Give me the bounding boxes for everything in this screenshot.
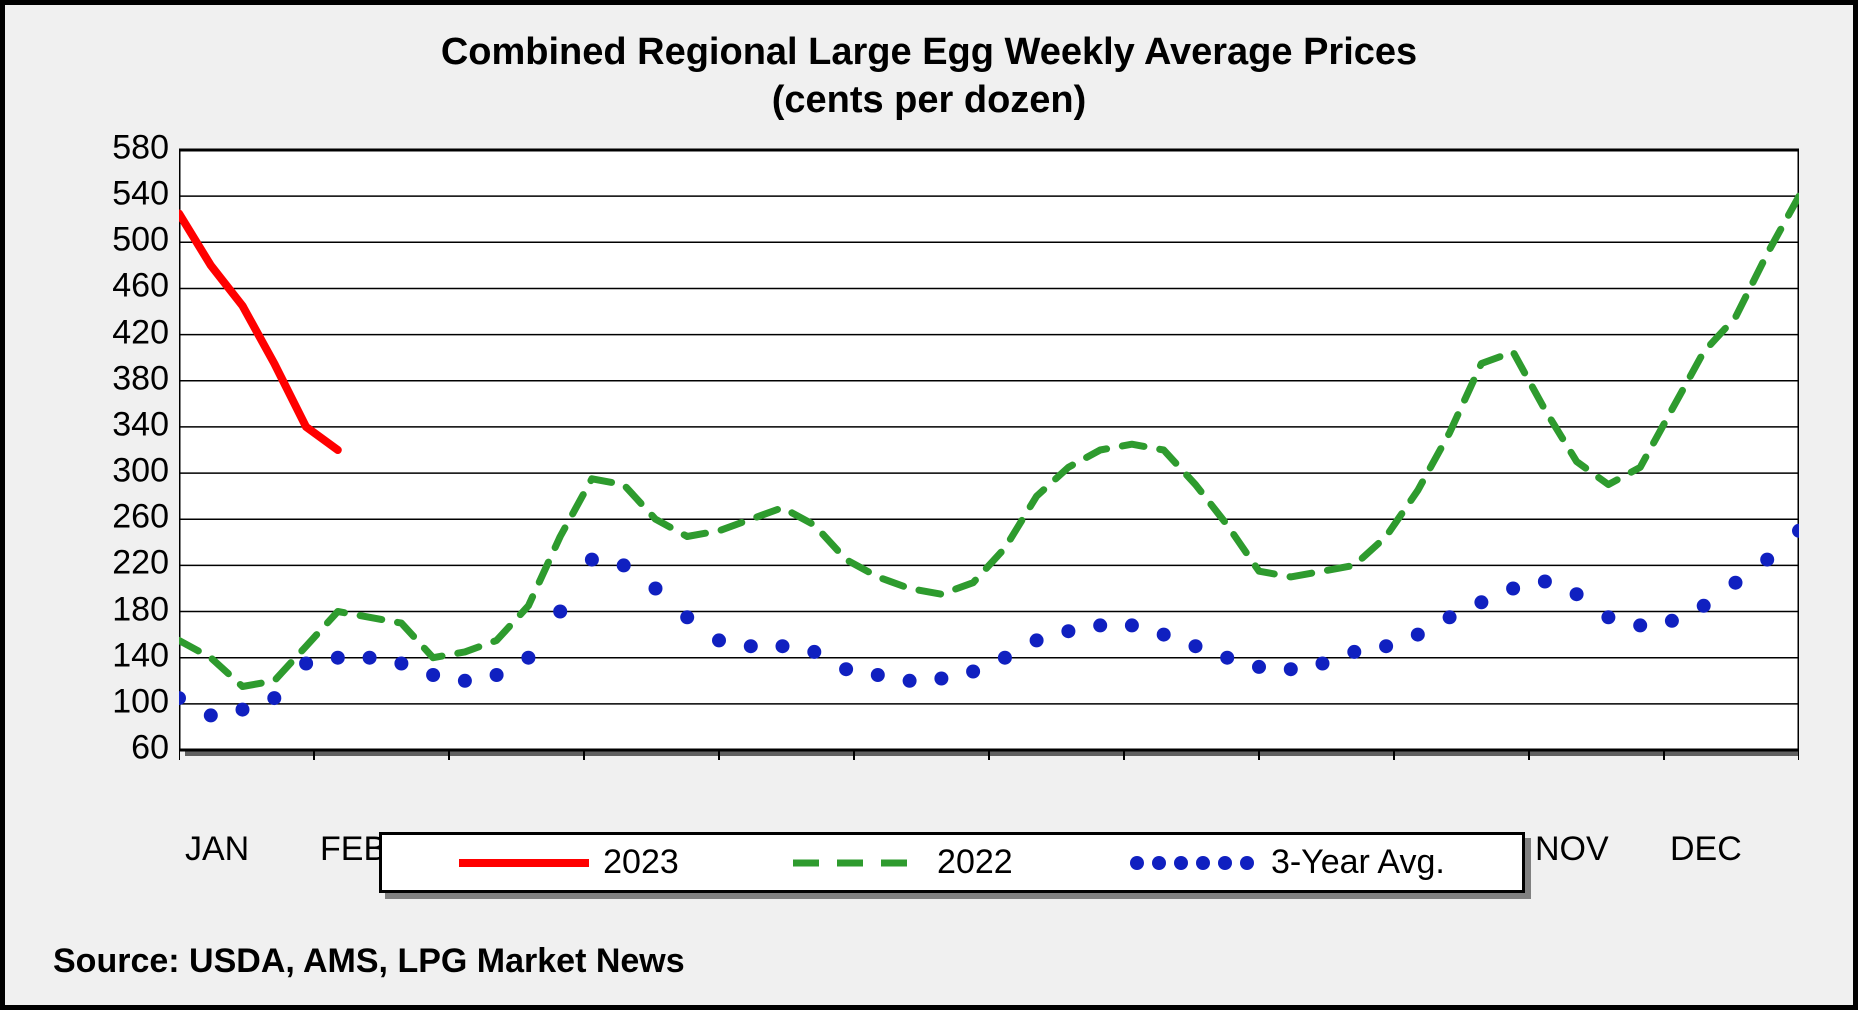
plot-container: 6010014018022026030034038042046050054058… (49, 140, 1809, 820)
y-tick-label: 420 (49, 313, 169, 352)
x-tick-label: NOV (1535, 830, 1609, 869)
legend-label-3yr: 3-Year Avg. (1271, 843, 1445, 882)
legend-panel: 2023 2022 3-Year Avg. (379, 832, 1525, 893)
legend-item-2022: 2022 (793, 843, 1013, 882)
y-tick-label: 340 (49, 405, 169, 444)
legend-swatch-2023 (459, 848, 589, 878)
legend-item-2023: 2023 (459, 843, 679, 882)
y-axis-labels: 6010014018022026030034038042046050054058… (49, 140, 169, 820)
y-tick-label: 580 (49, 129, 169, 168)
line-chart (179, 140, 1799, 760)
legend-label-2023: 2023 (603, 843, 679, 882)
legend-item-3yr: 3-Year Avg. (1127, 843, 1445, 882)
legend: 2023 2022 3-Year Avg. (379, 832, 1479, 893)
x-tick-label: DEC (1670, 830, 1742, 869)
title-line-1: Combined Regional Large Egg Weekly Avera… (441, 31, 1417, 73)
y-tick-label: 460 (49, 267, 169, 306)
y-tick-label: 380 (49, 359, 169, 398)
y-tick-label: 220 (49, 544, 169, 583)
y-tick-label: 60 (49, 729, 169, 768)
y-tick-label: 500 (49, 221, 169, 260)
chart-frame: Combined Regional Large Egg Weekly Avera… (0, 0, 1858, 1010)
legend-swatch-3yr (1127, 848, 1257, 878)
x-tick-label: FEB (320, 830, 386, 869)
chart-title: Combined Regional Large Egg Weekly Avera… (41, 29, 1817, 124)
title-line-2: (cents per dozen) (772, 79, 1087, 121)
y-tick-label: 540 (49, 175, 169, 214)
y-tick-label: 300 (49, 452, 169, 491)
x-tick-label: JAN (185, 830, 249, 869)
y-tick-label: 180 (49, 590, 169, 629)
legend-label-2022: 2022 (937, 843, 1013, 882)
y-tick-label: 100 (49, 682, 169, 721)
y-tick-label: 260 (49, 498, 169, 537)
source-text: Source: USDA, AMS, LPG Market News (53, 942, 685, 981)
y-tick-label: 140 (49, 636, 169, 675)
legend-swatch-2022 (793, 848, 923, 878)
